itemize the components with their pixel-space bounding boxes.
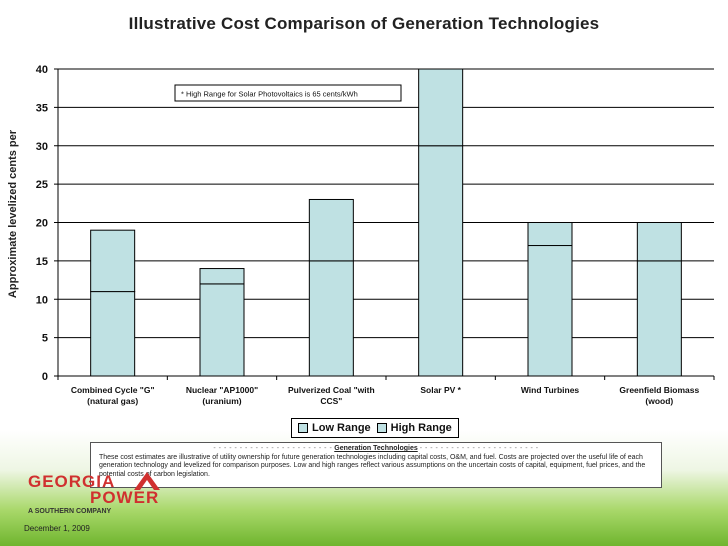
y-tick-label: 10 [36, 294, 48, 306]
logo-name: GEORGIA [28, 472, 116, 491]
bar-high-4 [527, 222, 573, 247]
logo-power: POWER [90, 488, 160, 507]
legend-label-low: Low Range [312, 422, 371, 434]
bar-high-0 [90, 229, 136, 293]
y-tick-label: 5 [42, 333, 48, 345]
note-box: - - - - - - - - - - - - - - - - - - - - … [90, 442, 662, 488]
bars [90, 68, 682, 377]
bar-low-2 [308, 260, 354, 377]
note-dash-right: - - - - - - - - - - - - - - - - - - - - … [419, 445, 539, 452]
bar-low-0 [90, 291, 136, 377]
y-tick-label: 25 [36, 179, 48, 191]
bar-low-3 [418, 145, 464, 377]
x-tick-label: (wood) [645, 396, 673, 406]
note-body: These cost estimates are illustrative of… [99, 453, 646, 478]
legend-label-high: High Range [390, 422, 452, 434]
note-heading: Generation Technologies [334, 445, 418, 452]
y-tick-label: 35 [36, 102, 48, 114]
x-tick-label: Pulverized Coal "with [288, 385, 375, 395]
logo-mark-icon [134, 472, 160, 490]
note-heading-row: - - - - - - - - - - - - - - - - - - - - … [99, 445, 653, 454]
x-tick-label: Nuclear "AP1000" [186, 385, 258, 395]
x-tick-label: (natural gas) [87, 396, 138, 406]
annotation-box [174, 84, 402, 102]
y-tick-label: 15 [36, 256, 48, 268]
company-logo: GEORGIA POWER A SOUTHERN COMPANY [28, 470, 168, 520]
bar-low-4 [527, 245, 573, 377]
x-tick-label: Greenfield Biomass [619, 385, 699, 395]
legend-swatch-low [298, 423, 308, 433]
bar-high-3 [418, 68, 464, 147]
bar-high-1 [199, 268, 245, 285]
x-tick-labels: Combined Cycle "G"(natural gas) Nuclear "… [71, 385, 700, 406]
legend-item-low: Low Range [298, 422, 371, 434]
legend-item-high: High Range [376, 422, 452, 434]
annotation-group: * High Range for Solar Photovoltaics is … [174, 84, 402, 102]
bar-low-5 [636, 260, 682, 377]
date-label: December 1, 2009 [24, 524, 90, 533]
x-tick-label: Solar PV * [420, 385, 461, 395]
y-tick-label: 40 [36, 64, 48, 76]
logo-tagline: A SOUTHERN COMPANY [28, 508, 112, 515]
x-tick-label: Combined Cycle "G" [71, 385, 155, 395]
gridlines [54, 68, 715, 380]
y-tick-label: 30 [36, 141, 48, 153]
x-tick-label: Wind Turbines [521, 385, 580, 395]
legend: Low Range High Range [291, 418, 459, 438]
annotation-text: * High Range for Solar Photovoltaics is … [181, 90, 358, 99]
note-dash-left: - - - - - - - - - - - - - - - - - - - - … [213, 445, 333, 452]
x-tick-label: (uranium) [202, 396, 241, 406]
y-tick-label: 20 [36, 218, 48, 230]
y-tick-labels: 0 5 10 15 20 25 30 35 40 [36, 64, 48, 383]
legend-swatch-high [376, 423, 387, 433]
bar-high-5 [636, 222, 682, 262]
chart-title: Illustrative Cost Comparison of Generati… [128, 14, 600, 33]
bar-high-2 [308, 198, 354, 262]
bar-low-1 [199, 283, 245, 377]
x-tick-label: CCS" [320, 396, 342, 406]
y-tick-label: 0 [42, 371, 48, 383]
bar-chart: 0 5 10 15 20 25 30 35 40 Combined Cycle "G"(natu… [36, 64, 715, 406]
